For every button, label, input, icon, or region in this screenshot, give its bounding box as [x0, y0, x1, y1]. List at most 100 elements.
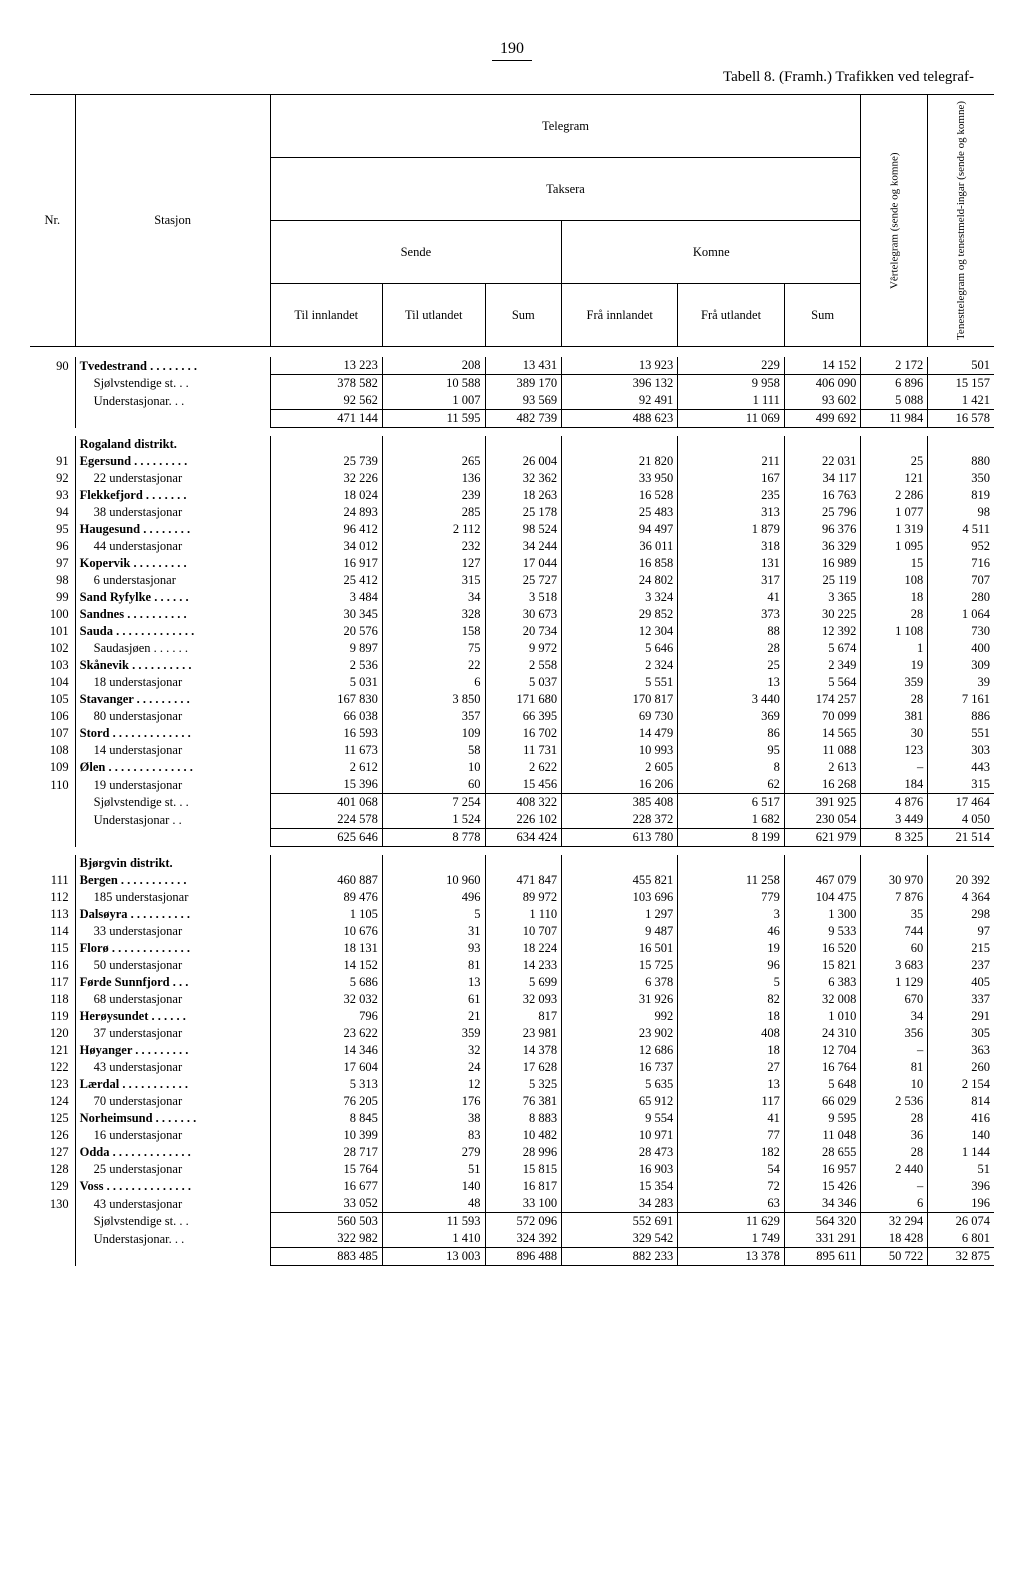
cell: 30 345	[270, 606, 382, 623]
row-nr: 103	[30, 657, 75, 674]
table-row: 11019 understasjonar15 3966015 45616 206…	[30, 776, 994, 794]
cell: 127	[382, 555, 485, 572]
cell: 309	[928, 657, 994, 674]
row-nr: 127	[30, 1144, 75, 1161]
cell: 16 858	[562, 555, 678, 572]
cell: 176	[382, 1093, 485, 1110]
cell: 26 074	[928, 1213, 994, 1231]
cell: 16 737	[562, 1059, 678, 1076]
row-nr: 104	[30, 674, 75, 691]
cell: 406 090	[784, 375, 861, 393]
cell: 2 613	[784, 759, 861, 776]
cell: 1 111	[678, 392, 785, 410]
row-nr	[30, 392, 75, 410]
cell: 15 354	[562, 1178, 678, 1195]
row-station: Tvedestrand . . . . . . . .	[75, 357, 270, 375]
cell: 329 542	[562, 1230, 678, 1248]
cell: 18	[678, 1042, 785, 1059]
cell: 230 054	[784, 811, 861, 829]
row-station: 18 understasjonar	[75, 674, 270, 691]
cell: 16 903	[562, 1161, 678, 1178]
cell: 6 801	[928, 1230, 994, 1248]
cell: 5 635	[562, 1076, 678, 1093]
cell: 337	[928, 991, 994, 1008]
cell: 136	[382, 470, 485, 487]
cell: 28 655	[784, 1144, 861, 1161]
cell: 140	[928, 1127, 994, 1144]
cell: 23 981	[485, 1025, 562, 1042]
table-row: 91Egersund . . . . . . . . .25 73926526 …	[30, 453, 994, 470]
table-row: 90Tvedestrand . . . . . . . .13 22320813…	[30, 357, 994, 375]
row-station: 16 understasjonar	[75, 1127, 270, 1144]
cell: 613 780	[562, 829, 678, 847]
cell: 28 996	[485, 1144, 562, 1161]
cell: 16 528	[562, 487, 678, 504]
cell: 886	[928, 708, 994, 725]
cell: 171 680	[485, 691, 562, 708]
cell: 20 392	[928, 872, 994, 889]
cell: 10 707	[485, 923, 562, 940]
row-nr	[30, 1230, 75, 1248]
cell: 34 346	[784, 1195, 861, 1213]
cell: 98 524	[485, 521, 562, 538]
cell: 237	[928, 957, 994, 974]
cell: 93 569	[485, 392, 562, 410]
cell: 12	[382, 1076, 485, 1093]
cell: 552 691	[562, 1213, 678, 1231]
row-station: Sandnes . . . . . . . . . .	[75, 606, 270, 623]
cell: 621 979	[784, 829, 861, 847]
table-row: 109Ølen . . . . . . . . . . . . . .2 612…	[30, 759, 994, 776]
cell: 315	[382, 572, 485, 589]
row-nr: 105	[30, 691, 75, 708]
cell: 16 520	[784, 940, 861, 957]
table-row: 115Florø . . . . . . . . . . . . .18 131…	[30, 940, 994, 957]
row-station: 185 understasjonar	[75, 889, 270, 906]
cell: 625 646	[270, 829, 382, 847]
district-name: Rogaland distrikt.	[75, 436, 270, 453]
col-til-utlandet: Til utlandet	[382, 284, 485, 347]
cell: 2 154	[928, 1076, 994, 1093]
cell: 13 431	[485, 357, 562, 375]
cell: 89 972	[485, 889, 562, 906]
row-station: Sjølvstendige st. . .	[75, 1213, 270, 1231]
row-nr: 120	[30, 1025, 75, 1042]
cell: 93 602	[784, 392, 861, 410]
col-komne: Komne	[562, 221, 861, 284]
cell: 21 820	[562, 453, 678, 470]
cell: 4 876	[861, 794, 928, 812]
cell: 285	[382, 504, 485, 521]
cell: 2 112	[382, 521, 485, 538]
cell: 1 524	[382, 811, 485, 829]
row-nr: 95	[30, 521, 75, 538]
table-row: Understasjonar . .224 5781 524226 102228…	[30, 811, 994, 829]
col-sum2: Sum	[784, 284, 861, 347]
cell: 11 731	[485, 742, 562, 759]
cell: 14 346	[270, 1042, 382, 1059]
cell: 11 048	[784, 1127, 861, 1144]
cell: 104 475	[784, 889, 861, 906]
cell: 6 383	[784, 974, 861, 991]
col-nr: Nr.	[30, 95, 75, 347]
cell: 60	[382, 776, 485, 794]
cell: 93	[382, 940, 485, 957]
cell: 2 605	[562, 759, 678, 776]
cell: 3 484	[270, 589, 382, 606]
table-row: 9644 understasjonar34 01223234 24436 011…	[30, 538, 994, 555]
row-station: Ølen . . . . . . . . . . . . . .	[75, 759, 270, 776]
col-sende: Sende	[270, 221, 562, 284]
cell: 324 392	[485, 1230, 562, 1248]
cell: 16 206	[562, 776, 678, 794]
row-nr: 124	[30, 1093, 75, 1110]
cell: 94 497	[562, 521, 678, 538]
cell: 5	[678, 974, 785, 991]
cell: 2 622	[485, 759, 562, 776]
cell: 103 696	[562, 889, 678, 906]
cell: 117	[678, 1093, 785, 1110]
col-fra-innlandet: Frå innlandet	[562, 284, 678, 347]
row-station: 38 understasjonar	[75, 504, 270, 521]
row-nr: 111	[30, 872, 75, 889]
cell: 22	[382, 657, 485, 674]
cell: 1 007	[382, 392, 485, 410]
cell: 32 093	[485, 991, 562, 1008]
row-nr: 90	[30, 357, 75, 375]
